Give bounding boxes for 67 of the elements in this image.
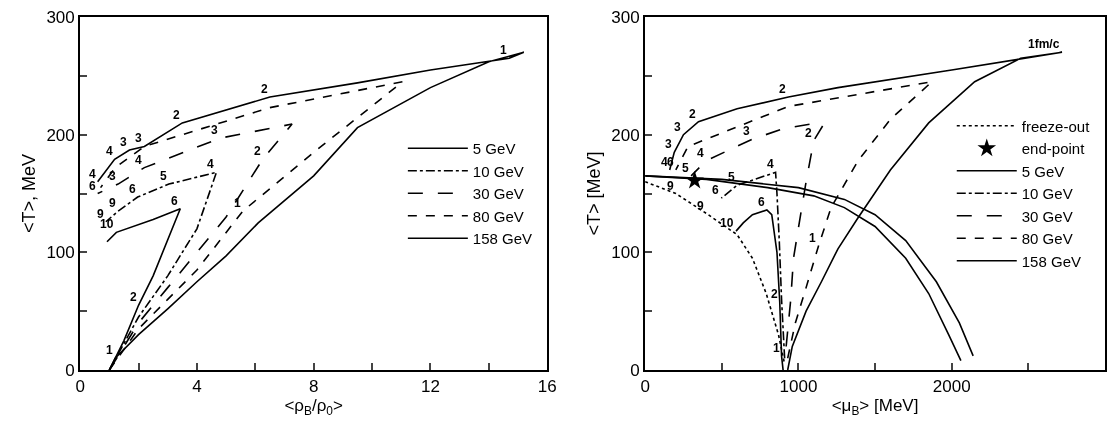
annotation: 4: [89, 167, 96, 181]
annotation: 1: [809, 231, 816, 245]
annotation: 1fm/c: [1028, 37, 1060, 51]
legend-label: 30 GeV: [472, 185, 524, 203]
annotation: 2: [261, 82, 268, 96]
annotation: 1: [500, 43, 507, 57]
annotation: 2: [805, 126, 812, 140]
y-tick-label: 100: [46, 243, 75, 263]
annotation: 9: [109, 196, 116, 210]
x-tick-label: 1000: [779, 377, 818, 397]
y-tick-label: 100: [611, 243, 640, 263]
legend-label: 10 GeV: [1021, 185, 1073, 203]
annotation: 4: [697, 146, 704, 160]
annotation: 5: [160, 169, 167, 183]
annotation: 2: [130, 290, 137, 304]
x-tick-label: 4: [192, 377, 202, 397]
legend-label: 10 GeV: [472, 162, 524, 180]
x-axis-title: <ρ$_{B}$/ρ$_{0}$>: [284, 396, 343, 418]
annotation: 1: [773, 341, 780, 355]
annotation: 2: [254, 144, 261, 158]
annotation: 3: [135, 131, 142, 145]
annotation: 2: [689, 107, 696, 121]
y-axis-title: <T>, MeV: [19, 153, 40, 234]
y-tick-label: 300: [46, 7, 75, 27]
legend-label: 158 GeV: [472, 230, 533, 248]
annotation: 6: [171, 194, 178, 208]
annotation: 4: [661, 155, 668, 169]
x-axis-title: <μ$_{B}$> [MeV]: [831, 396, 919, 418]
annotation: 2: [779, 82, 786, 96]
annotation: 9: [667, 179, 674, 193]
y-tick-label: 0: [65, 360, 75, 380]
annotation: 3: [674, 120, 681, 134]
annotation: 4: [767, 157, 774, 171]
annotation: 10: [720, 216, 734, 230]
annotation: 3: [665, 137, 672, 151]
annotation: 6: [89, 179, 96, 193]
annotation: 3: [120, 135, 127, 149]
annotation: 6: [129, 182, 136, 196]
legend-label: 158 GeV: [1021, 252, 1081, 270]
annotation: 1: [106, 343, 113, 357]
annotation: 4: [207, 157, 214, 171]
y-tick-label: 200: [46, 125, 75, 145]
legend-label: 5 GeV: [472, 140, 516, 158]
annotation: 6: [758, 195, 765, 209]
annotation: 4: [135, 153, 142, 167]
annotation: 3: [743, 124, 750, 138]
x-tick-label: 8: [308, 377, 319, 397]
x-tick-label: 16: [537, 377, 557, 397]
y-tick-label: 0: [630, 360, 640, 380]
legend-label: 80 GeV: [472, 207, 524, 225]
y-axis-title: <T> [MeV]: [584, 151, 605, 236]
annotation: 5: [682, 161, 689, 175]
annotation: 3: [211, 123, 218, 137]
legend-label: 5 GeV: [1021, 162, 1065, 180]
annotation: 4: [106, 144, 113, 158]
annotation: 9: [697, 199, 704, 213]
x-tick-label: 2000: [932, 377, 971, 397]
annotation: 6: [712, 183, 719, 197]
legend-label: end-point: [1021, 140, 1086, 158]
x-tick-label: 12: [420, 377, 440, 397]
annotation: 2: [173, 108, 180, 122]
legend-label: 30 GeV: [1021, 207, 1073, 225]
y-tick-label: 200: [611, 125, 640, 145]
legend-label: 80 GeV: [1021, 230, 1073, 248]
annotation: 2: [771, 287, 778, 301]
legend-label: freeze-out: [1021, 117, 1091, 135]
y-tick-label: 300: [611, 7, 640, 27]
